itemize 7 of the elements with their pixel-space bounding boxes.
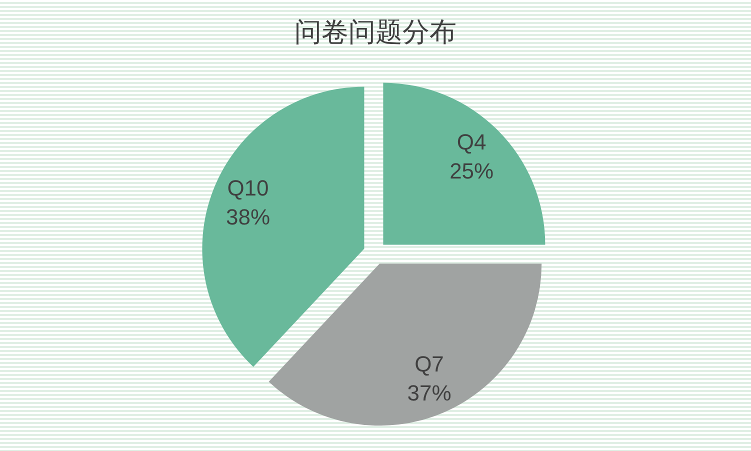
data-label: 38% [226,204,270,230]
data-label: 37% [407,380,452,406]
slice-label: Q10 [227,176,269,201]
slice-label: Q4 [456,129,486,154]
slice-label: Q7 [414,351,444,376]
chart-title: 问卷问题分布 [294,17,456,47]
data-label: 25% [450,158,494,184]
